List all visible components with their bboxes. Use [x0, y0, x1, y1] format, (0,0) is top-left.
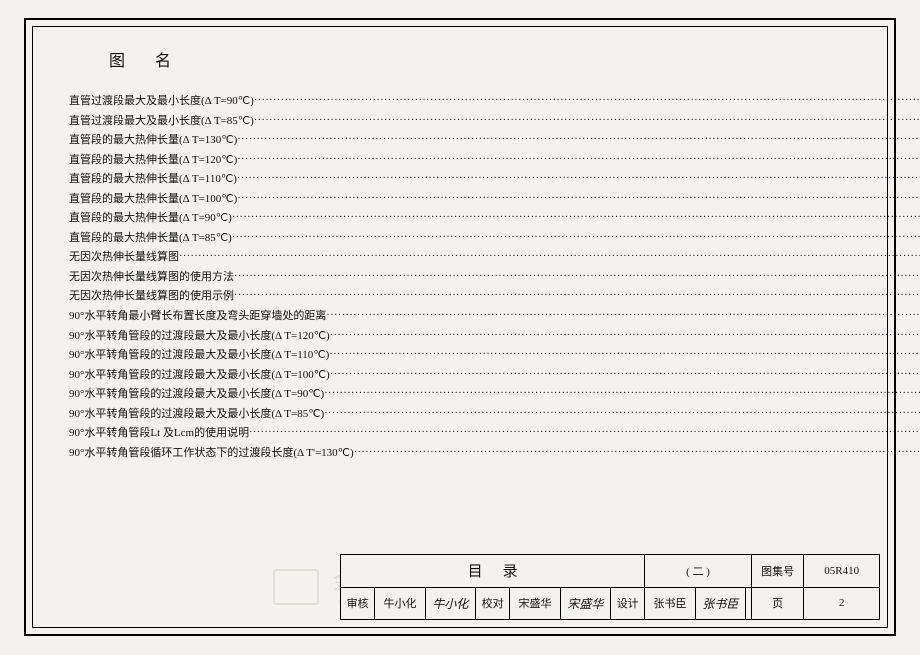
toc-entry-title: 90°水平转角管段的过渡段最大及最小长度(Δ T=90℃): [69, 386, 324, 403]
toc-entry-leader: ········································…: [330, 367, 920, 383]
toc-entry: 直管段的最大热伸长量(Δ T=100℃)····················…: [69, 191, 920, 208]
toc-entry-title: 无因次热伸长量线算图: [69, 249, 179, 266]
col-title-label: 图名: [109, 47, 201, 71]
left-entries: 直管过渡段最大及最小长度(Δ T=90℃)···················…: [69, 93, 920, 462]
toc-entry-title: 直管段的最大热伸长量(Δ T=100℃): [69, 191, 237, 208]
jiaodu-name: 宋盛华: [510, 587, 560, 620]
title-block: 目录( 二 )图集号05R410审核牛小化牛小化校对宋盛华宋盛华设计张书臣张书臣…: [340, 554, 880, 620]
toc-entry: 90°水平转角最小臂长布置长度及弯头距穿墙处的距离···············…: [69, 308, 920, 325]
catalog-title: 目录: [341, 555, 645, 588]
toc-entry-leader: ········································…: [234, 288, 920, 304]
catalog-sub: ( 二 ): [645, 555, 751, 588]
toc-entry: 直管段的最大热伸长量(Δ T=120℃)····················…: [69, 152, 920, 169]
toc-entry-leader: ········································…: [254, 113, 920, 129]
toc-entry: 直管段的最大热伸长量(Δ T=110℃)····················…: [69, 171, 920, 188]
toc-entry-title: 90°水平转角管段的过渡段最大及最小长度(Δ T=120℃): [69, 328, 330, 345]
toc-entry-title: 90°水平转角最小臂长布置长度及弯头距穿墙处的距离: [69, 308, 326, 325]
toc-entry-title: 90°水平转角管段的过渡段最大及最小长度(Δ T=100℃): [69, 367, 330, 384]
toc-entry-leader: ········································…: [237, 132, 920, 148]
page-label: 页: [751, 587, 804, 620]
toc-entry-leader: ········································…: [237, 152, 920, 168]
toc-entry-leader: ········································…: [232, 230, 920, 246]
toc-entry-title: 直管过渡段最大及最小长度(Δ T=85℃): [69, 113, 254, 130]
toc-entry-leader: ········································…: [179, 249, 920, 265]
toc-entry: 直管过渡段最大及最小长度(Δ T=85℃)···················…: [69, 113, 920, 130]
setno-label: 图集号: [751, 555, 804, 588]
title-block-table: 目录( 二 )图集号05R410审核牛小化牛小化校对宋盛华宋盛华设计张书臣张书臣…: [340, 554, 880, 620]
sheji-sig: 张书臣: [695, 587, 745, 620]
toc-entry-title: 直管段的最大热伸长量(Δ T=110℃): [69, 171, 237, 188]
toc-entry: 无因次热伸长量线算图的使用示例·························…: [69, 288, 920, 305]
shenhe-sig: 牛小化: [425, 587, 475, 620]
sheji-name: 张书臣: [645, 587, 695, 620]
toc-entry-title: 无因次热伸长量线算图的使用示例: [69, 288, 234, 305]
toc-entry-leader: ········································…: [324, 386, 920, 402]
toc-entry-title: 直管段的最大热伸长量(Δ T=120℃): [69, 152, 237, 169]
jiaodu-label: 校对: [476, 587, 510, 620]
jiaodu-sig: 宋盛华: [560, 587, 610, 620]
toc-entry-title: 无因次热伸长量线算图的使用方法: [69, 269, 234, 286]
watermark-logo: [273, 569, 319, 605]
toc-entry-leader: ········································…: [354, 445, 920, 461]
toc-entry-leader: ········································…: [329, 347, 920, 363]
toc-entry-leader: ········································…: [237, 171, 920, 187]
toc-entry: 直管过渡段最大及最小长度(Δ T=90℃)···················…: [69, 93, 920, 110]
toc-entry: 直管段的最大热伸长量(Δ T=85℃)·····················…: [69, 230, 920, 247]
toc-entry-title: 直管段的最大热伸长量(Δ T=90℃): [69, 210, 232, 227]
shenhe-label: 审核: [341, 587, 375, 620]
toc-entry-title: 90°水平转角管段Lt 及Lcm的使用说明: [69, 425, 249, 442]
toc-entry: 90°水平转角管段Lt 及Lcm的使用说明···················…: [69, 425, 920, 442]
toc-entry-leader: ········································…: [249, 425, 920, 441]
content-area: 图名 页 直管过渡段最大及最小长度(Δ T=90℃)··············…: [43, 37, 877, 547]
toc-entry-leader: ········································…: [254, 93, 920, 109]
toc-entry-leader: ········································…: [326, 308, 920, 324]
toc-entry: 90°水平转角管段的过渡段最大及最小长度(Δ T=85℃)···········…: [69, 406, 920, 423]
toc-entry: 90°水平转角管段循环工作状态下的过渡段长度(Δ T'=130℃)·······…: [69, 445, 920, 462]
toc-entry: 90°水平转角管段的过渡段最大及最小长度(Δ T=100℃)··········…: [69, 367, 920, 384]
toc-entry: 90°水平转角管段的过渡段最大及最小长度(Δ T=120℃)··········…: [69, 328, 920, 345]
toc-entry-title: 90°水平转角管段循环工作状态下的过渡段长度(Δ T'=130℃): [69, 445, 354, 462]
page-no: 2: [804, 587, 880, 620]
page-frame: 图名 页 直管过渡段最大及最小长度(Δ T=90℃)··············…: [24, 18, 896, 636]
toc-entry: 直管段的最大热伸长量(Δ T=130℃)····················…: [69, 132, 920, 149]
toc-entry: 无因次热伸长量线算图······························…: [69, 249, 920, 266]
toc-entry-leader: ········································…: [330, 328, 920, 344]
toc-entry-title: 90°水平转角管段的过渡段最大及最小长度(Δ T=110℃): [69, 347, 329, 364]
sheji-label: 设计: [611, 587, 645, 620]
left-column-header: 图名 页: [69, 47, 920, 93]
toc-entry-leader: ········································…: [234, 269, 920, 285]
toc-entry-leader: ········································…: [237, 191, 920, 207]
toc-entry: 直管段的最大热伸长量(Δ T=90℃)·····················…: [69, 210, 920, 227]
toc-entry: 90°水平转角管段的过渡段最大及最小长度(Δ T=90℃)···········…: [69, 386, 920, 403]
toc-entry-title: 直管过渡段最大及最小长度(Δ T=90℃): [69, 93, 254, 110]
inner-frame: 图名 页 直管过渡段最大及最小长度(Δ T=90℃)··············…: [32, 26, 888, 628]
toc-entry: 90°水平转角管段的过渡段最大及最小长度(Δ T=110℃)··········…: [69, 347, 920, 364]
shenhe-name: 牛小化: [375, 587, 425, 620]
toc-entry: 无因次热伸长量线算图的使用方法·························…: [69, 269, 920, 286]
toc-entry-title: 直管段的最大热伸长量(Δ T=130℃): [69, 132, 237, 149]
toc-entry-title: 90°水平转角管段的过渡段最大及最小长度(Δ T=85℃): [69, 406, 324, 423]
setno-value: 05R410: [804, 555, 880, 588]
left-column: 图名 页 直管过渡段最大及最小长度(Δ T=90℃)··············…: [69, 37, 920, 547]
toc-entry-leader: ········································…: [324, 406, 920, 422]
toc-entry-leader: ········································…: [232, 210, 920, 226]
toc-entry-title: 直管段的最大热伸长量(Δ T=85℃): [69, 230, 232, 247]
